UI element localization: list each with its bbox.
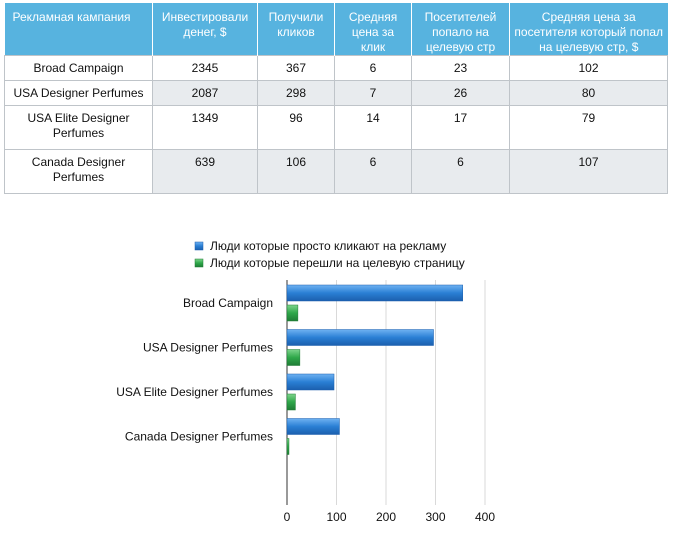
cell-visitors: 6 — [411, 149, 510, 194]
x-tick-label: 100 — [326, 510, 346, 524]
legend-swatch-landing — [194, 258, 204, 268]
header-campaign: Рекламная кампания — [4, 3, 153, 56]
x-tick-label: 400 — [475, 510, 495, 524]
bar-landing — [286, 304, 299, 322]
cell-clicks: 298 — [257, 80, 335, 106]
cell-invested: 2087 — [152, 80, 258, 106]
cell-avg-click-price: 6 — [334, 149, 412, 194]
bar-clicks — [286, 373, 335, 391]
cell-avg-click-price: 14 — [334, 105, 412, 150]
legend: Люди которые просто кликают на рекламу Л… — [194, 239, 465, 270]
table-header-row: Рекламная кампания Инвестировали денег, … — [4, 3, 668, 56]
legend-swatch-clicks — [194, 241, 204, 251]
grid-lines — [336, 280, 486, 505]
bar-landing — [286, 438, 290, 455]
header-clicks: Получили кликов — [257, 3, 335, 56]
category-label: Broad Campaign — [183, 296, 273, 310]
x-tick-label: 200 — [376, 510, 396, 524]
table-row: USA Elite Designer Perfumes 1349 96 14 1… — [4, 105, 668, 150]
table-row: USA Designer Perfumes 2087 298 7 26 80 — [4, 80, 668, 106]
cell-avg-visitor-price: 80 — [509, 80, 668, 106]
table-row: Canada Designer Perfumes 639 106 6 6 107 — [4, 149, 668, 194]
bars — [286, 284, 463, 455]
cell-invested: 639 — [152, 149, 258, 194]
cell-visitors: 17 — [411, 105, 510, 150]
cell-clicks: 96 — [257, 105, 335, 150]
cell-invested: 1349 — [152, 105, 258, 150]
cell-clicks: 106 — [257, 149, 335, 194]
x-tick-label: 300 — [425, 510, 445, 524]
cell-avg-visitor-price: 107 — [509, 149, 668, 194]
bar-landing — [286, 393, 296, 411]
legend-label-clicks: Люди которые просто кликают на рекламу — [210, 239, 446, 253]
x-tick-labels: 0 100 200 300 400 — [284, 510, 496, 524]
cell-campaign: USA Elite Designer Perfumes — [4, 105, 153, 150]
campaign-table: Рекламная кампания Инвестировали денег, … — [4, 3, 668, 194]
category-label: USA Elite Designer Perfumes — [116, 385, 273, 399]
bar-clicks — [286, 284, 463, 302]
category-labels: Broad Campaign USA Designer Perfumes USA E… — [116, 296, 273, 444]
category-label: Canada Designer Perfumes — [125, 430, 273, 444]
cell-visitors: 23 — [411, 55, 510, 81]
legend-label-landing: Люди которые перешли на целевую страницу — [210, 256, 465, 270]
header-avg-click-price: Средняя цена за клик — [334, 3, 412, 56]
bar-clicks — [286, 329, 434, 346]
bar-landing — [286, 349, 301, 366]
header-avg-visitor-price: Средняя цена за посетителя который попал… — [509, 3, 668, 56]
header-invested: Инвестировали денег, $ — [152, 3, 258, 56]
cell-avg-click-price: 7 — [334, 80, 412, 106]
cell-clicks: 367 — [257, 55, 335, 81]
category-label: USA Designer Perfumes — [143, 341, 273, 355]
x-tick-label: 0 — [284, 510, 291, 524]
cell-campaign: Broad Campaign — [4, 55, 153, 81]
cell-campaign: Canada Designer Perfumes — [4, 149, 153, 194]
cell-visitors: 26 — [411, 80, 510, 106]
bar-clicks — [286, 418, 340, 435]
cell-avg-visitor-price: 79 — [509, 105, 668, 150]
header-visitors: Посетителей попало на целевую стр — [411, 3, 510, 56]
